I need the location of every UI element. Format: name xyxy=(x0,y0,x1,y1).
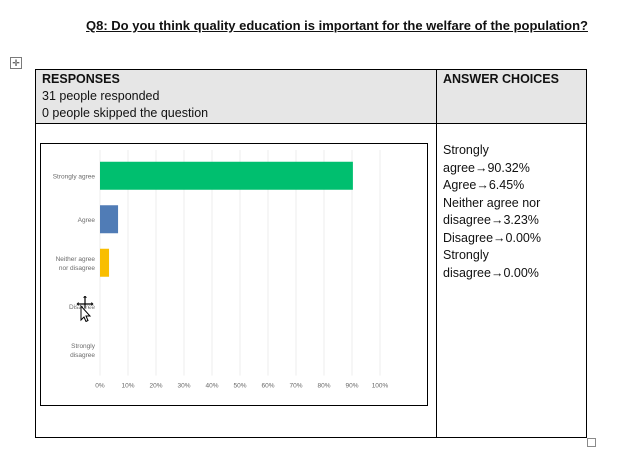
category-label: nor disagree xyxy=(59,265,96,272)
answers-cell: Strongly agree→90.32% Agree→6.45% Neithe… xyxy=(436,123,587,438)
answer-line: disagree→3.23% xyxy=(443,213,539,227)
responses-header: RESPONSES xyxy=(42,72,120,86)
bar-chart: 0% 10% 20% 30% 40% 50% 60% 70% 80% 90% 100% Strongl… xyxy=(53,150,389,390)
bar xyxy=(100,205,119,234)
answers-list: Strongly agree→90.32% Agree→6.45% Neithe… xyxy=(437,124,586,282)
x-tick-label: 10% xyxy=(121,383,134,390)
bar xyxy=(100,161,353,190)
responded-count: 31 people responded xyxy=(42,89,160,103)
question-title: Q8: Do you think quality education is im… xyxy=(86,18,588,33)
x-tick-label: 100% xyxy=(372,383,389,390)
x-tick-label: 80% xyxy=(317,383,330,390)
chart-image[interactable]: 0% 10% 20% 30% 40% 50% 60% 70% 80% 90% 100% Strongl… xyxy=(40,143,428,406)
category-label: Strongly xyxy=(71,343,96,350)
x-tick-label: 20% xyxy=(149,383,162,390)
table-resize-icon[interactable] xyxy=(587,438,596,447)
answer-line: agree→90.32% xyxy=(443,160,530,175)
table-move-icon[interactable]: ✛ xyxy=(10,57,22,69)
x-tick-label: 90% xyxy=(345,383,358,390)
answer-line: Neither agree nor xyxy=(443,195,541,210)
answer-choices-header-cell: ANSWER CHOICES xyxy=(436,69,587,124)
answer-line: Strongly xyxy=(443,143,489,157)
move-cursor-icon xyxy=(75,294,95,322)
bar xyxy=(100,248,110,277)
x-tick-label: 50% xyxy=(233,383,246,390)
category-label: Strongly agree xyxy=(53,173,96,180)
x-tick-label: 60% xyxy=(261,383,274,390)
x-tick-label: 40% xyxy=(205,383,218,390)
category-label: Neither agree xyxy=(56,256,96,263)
responses-header-cell: RESPONSES 31 people responded 0 people s… xyxy=(35,69,437,124)
skipped-count: 0 people skipped the question xyxy=(42,106,209,120)
answer-line: Strongly xyxy=(443,248,489,262)
answer-choices-header: ANSWER CHOICES xyxy=(443,72,559,86)
x-tick-label: 70% xyxy=(289,383,302,390)
answer-line: Agree→6.45% xyxy=(443,178,525,192)
category-label: Agree xyxy=(78,217,96,224)
x-tick-label: 0% xyxy=(95,383,105,390)
answer-line: disagree→0.00% xyxy=(443,265,539,280)
category-label: disagree xyxy=(70,352,95,359)
answer-line: Disagree→0.00% xyxy=(443,230,541,245)
x-tick-label: 30% xyxy=(177,383,190,390)
